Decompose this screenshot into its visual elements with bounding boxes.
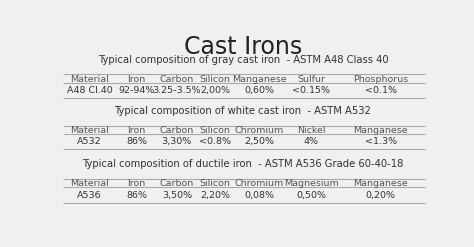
Text: 3,50%: 3,50% xyxy=(162,191,192,200)
Text: Manganese: Manganese xyxy=(232,75,287,83)
Text: <1.3%: <1.3% xyxy=(365,137,397,146)
Text: 0,60%: 0,60% xyxy=(245,86,274,95)
Text: Chromium: Chromium xyxy=(235,179,284,188)
Text: 2,50%: 2,50% xyxy=(245,137,274,146)
Text: Manganese: Manganese xyxy=(354,126,408,135)
Text: 2,20%: 2,20% xyxy=(200,191,230,200)
Text: A48 Cl.40: A48 Cl.40 xyxy=(67,86,112,95)
Text: Sulfur: Sulfur xyxy=(298,75,326,83)
Text: Typical composition of white cast iron  - ASTM A532: Typical composition of white cast iron -… xyxy=(115,106,371,116)
Text: Typical composition of ductile iron  - ASTM A536 Grade 60-40-18: Typical composition of ductile iron - AS… xyxy=(82,159,404,169)
Text: Carbon: Carbon xyxy=(160,179,194,188)
Text: Material: Material xyxy=(70,126,109,135)
Text: Carbon: Carbon xyxy=(160,126,194,135)
Text: Silicon: Silicon xyxy=(200,126,230,135)
Text: Material: Material xyxy=(70,75,109,83)
Text: 2,00%: 2,00% xyxy=(200,86,230,95)
Text: Cast Irons: Cast Irons xyxy=(184,35,302,59)
Text: Chromium: Chromium xyxy=(235,126,284,135)
Text: Iron: Iron xyxy=(127,75,146,83)
Text: 0,50%: 0,50% xyxy=(296,191,327,200)
Text: 0,08%: 0,08% xyxy=(245,191,274,200)
Text: 86%: 86% xyxy=(126,137,147,146)
Text: Silicon: Silicon xyxy=(200,179,230,188)
Text: Iron: Iron xyxy=(127,179,146,188)
Text: 0,20%: 0,20% xyxy=(365,191,396,200)
Text: Manganese: Manganese xyxy=(354,179,408,188)
Text: Nickel: Nickel xyxy=(297,126,326,135)
Text: Silicon: Silicon xyxy=(200,75,230,83)
Text: A536: A536 xyxy=(77,191,102,200)
Text: Typical composition of gray cast iron  - ASTM A48 Class 40: Typical composition of gray cast iron - … xyxy=(98,55,388,65)
Text: <0.1%: <0.1% xyxy=(365,86,397,95)
Text: 86%: 86% xyxy=(126,191,147,200)
Text: Carbon: Carbon xyxy=(160,75,194,83)
Text: <0.15%: <0.15% xyxy=(292,86,330,95)
Text: 3.25-3.5%: 3.25-3.5% xyxy=(153,86,201,95)
Text: Phosphorus: Phosphorus xyxy=(353,75,408,83)
Text: Iron: Iron xyxy=(127,126,146,135)
Text: Magnesium: Magnesium xyxy=(284,179,339,188)
Text: <0.8%: <0.8% xyxy=(199,137,231,146)
Text: 3,30%: 3,30% xyxy=(162,137,192,146)
Text: 92-94%: 92-94% xyxy=(118,86,155,95)
Text: 4%: 4% xyxy=(304,137,319,146)
Text: Material: Material xyxy=(70,179,109,188)
Text: A532: A532 xyxy=(77,137,102,146)
